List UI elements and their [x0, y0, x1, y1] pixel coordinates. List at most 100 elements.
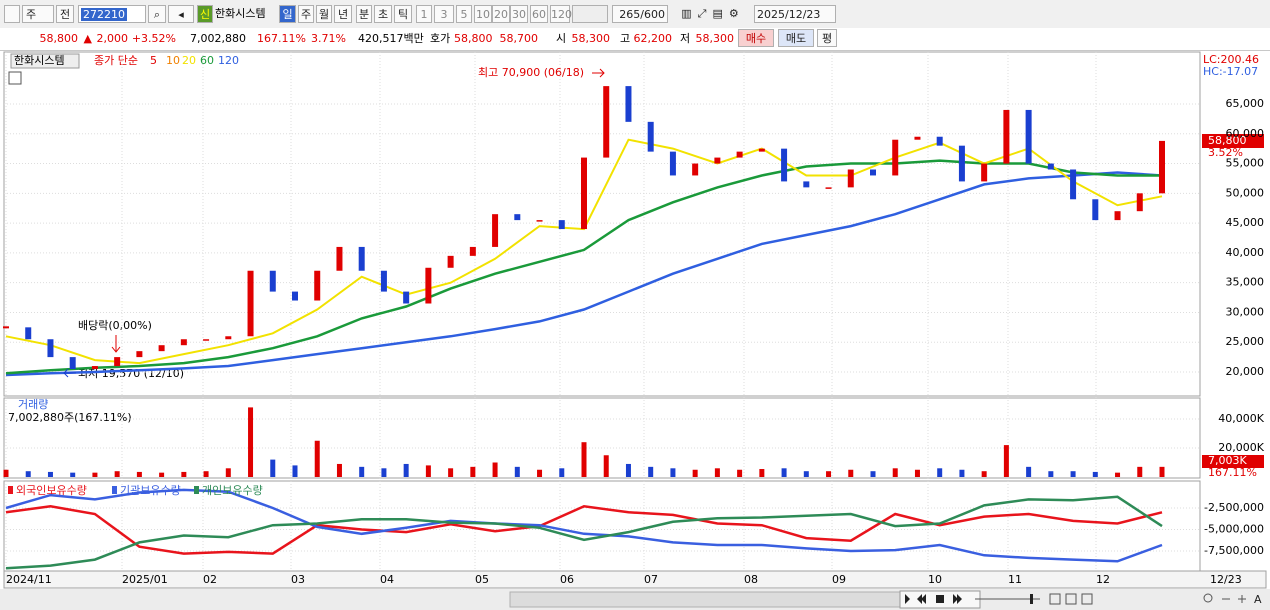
arrow: ▲ [83, 32, 92, 45]
bid: 58,700 [499, 32, 539, 45]
candle [25, 327, 32, 340]
date-input[interactable]: 2025/12/23 [754, 5, 836, 23]
minute-select[interactable] [572, 5, 608, 23]
ma120-line [5, 171, 1163, 377]
interval-button[interactable]: 일 [279, 5, 296, 23]
y-tick-label: 35,000 [1226, 276, 1265, 289]
candle [581, 157, 587, 230]
candle [1047, 163, 1054, 170]
scrollbar[interactable] [509, 591, 901, 608]
ma20-line [5, 138, 1163, 365]
quote-bar: 58,800 ▲ 2,000 +3.52% 7,002,880 167.11% … [0, 28, 1270, 51]
legend-label: 기관보유수량 [120, 484, 181, 497]
candle [47, 339, 54, 358]
month-label: 10 [928, 573, 942, 586]
candle [180, 339, 187, 346]
month-label: 11 [1008, 573, 1022, 586]
name-box [10, 53, 80, 69]
count: 265 [619, 8, 641, 21]
period-select[interactable]: 주 [22, 5, 54, 23]
interval-button[interactable]: 주 [298, 5, 314, 23]
search-button[interactable]: ⌕ [148, 5, 166, 23]
candle [1003, 109, 1010, 164]
candle [981, 163, 988, 182]
sell-button[interactable]: 매도 [778, 29, 814, 47]
count-box[interactable]: 265/600 [612, 5, 668, 23]
volume-pct: 167.11% [1208, 466, 1257, 479]
candle [447, 255, 454, 268]
volume-bar [625, 463, 631, 477]
hc: HC:-17.07 [1203, 65, 1258, 78]
minute-button[interactable]: 1 [416, 5, 432, 23]
volume-bar [514, 466, 520, 477]
y-tick-label: 55,000 [1226, 157, 1265, 170]
candle [1136, 193, 1143, 212]
volume-bar [937, 468, 943, 477]
tool-icons[interactable]: ▥⤢▤⚙ [681, 7, 745, 20]
candle [269, 270, 276, 292]
y-tick-label: 65,000 [1226, 97, 1265, 110]
minute-button[interactable]: 30 [510, 5, 528, 23]
volume-bar [181, 471, 187, 477]
volume-title: 거래량 [18, 398, 48, 411]
high-note: 최고 70,900 (06/18) [478, 66, 584, 79]
candle [203, 339, 210, 341]
y-tick-label: 25,000 [1226, 335, 1265, 348]
volume-bar [714, 468, 720, 477]
candle [669, 151, 676, 176]
code-input[interactable]: 272210 [78, 5, 146, 23]
interval-button[interactable]: 틱 [394, 5, 412, 23]
interval-button[interactable]: 월 [316, 5, 332, 23]
volume-last: 7,003K [1208, 454, 1247, 467]
volume-bar [1048, 471, 1054, 477]
ma-legend: 20 [182, 54, 196, 67]
y-tick-label: 40,000K [1218, 412, 1264, 425]
candle [492, 214, 499, 247]
minute-button[interactable]: 10 [474, 5, 492, 23]
volume-bar [537, 469, 543, 477]
high-label: 고 [620, 32, 631, 45]
minute-button[interactable]: 3 [434, 5, 454, 23]
minute-button[interactable]: 120 [550, 5, 572, 23]
sound-button[interactable]: ◂ [168, 5, 194, 23]
volume-bar [1026, 466, 1032, 477]
ma-legend: 5 [150, 54, 157, 67]
minute-button[interactable]: 5 [456, 5, 472, 23]
open-label: 시 [556, 32, 567, 45]
interval-button[interactable]: 년 [334, 5, 352, 23]
interval-button[interactable]: 분 [356, 5, 372, 23]
interval-button[interactable]: 초 [374, 5, 392, 23]
scroll-controls[interactable]: A [899, 590, 1262, 609]
candle [870, 169, 876, 176]
last-price-box [1202, 134, 1264, 148]
prev-button[interactable]: 전 [56, 5, 74, 23]
new-badge: 신 [197, 5, 213, 23]
avg-button[interactable]: 평 [817, 29, 837, 47]
menu-icon[interactable] [4, 5, 20, 23]
month-label: 12 [1096, 573, 1110, 586]
ask-label: 호가 [430, 32, 451, 45]
volume-bar [1137, 466, 1143, 477]
candle [825, 187, 832, 189]
open: 58,300 [571, 32, 611, 45]
toolbar: 주 전 272210 ⌕ ◂ 신 한화시스템 일 주 월 년 분 초 틱 1 3 5 10 20 30 6… [0, 0, 1270, 29]
candle [958, 145, 965, 182]
candle [1025, 109, 1032, 164]
minute-button[interactable]: 60 [530, 5, 548, 23]
legend-label: 개인보유수량 [202, 484, 263, 497]
grid-icon[interactable] [8, 71, 22, 85]
candle [892, 139, 899, 176]
volume-bar [648, 466, 654, 477]
buy-button[interactable]: 매수 [738, 29, 774, 47]
volume-bar [670, 468, 676, 477]
ma60-line [5, 159, 1162, 375]
candle [136, 351, 143, 358]
minute-button[interactable]: 20 [492, 5, 510, 23]
volume-bar [3, 469, 9, 477]
volume-bar [603, 455, 609, 477]
candle [647, 121, 654, 152]
ma-label: 종가 단순 [94, 54, 138, 67]
volume-bar [248, 407, 254, 477]
candle [403, 291, 410, 304]
